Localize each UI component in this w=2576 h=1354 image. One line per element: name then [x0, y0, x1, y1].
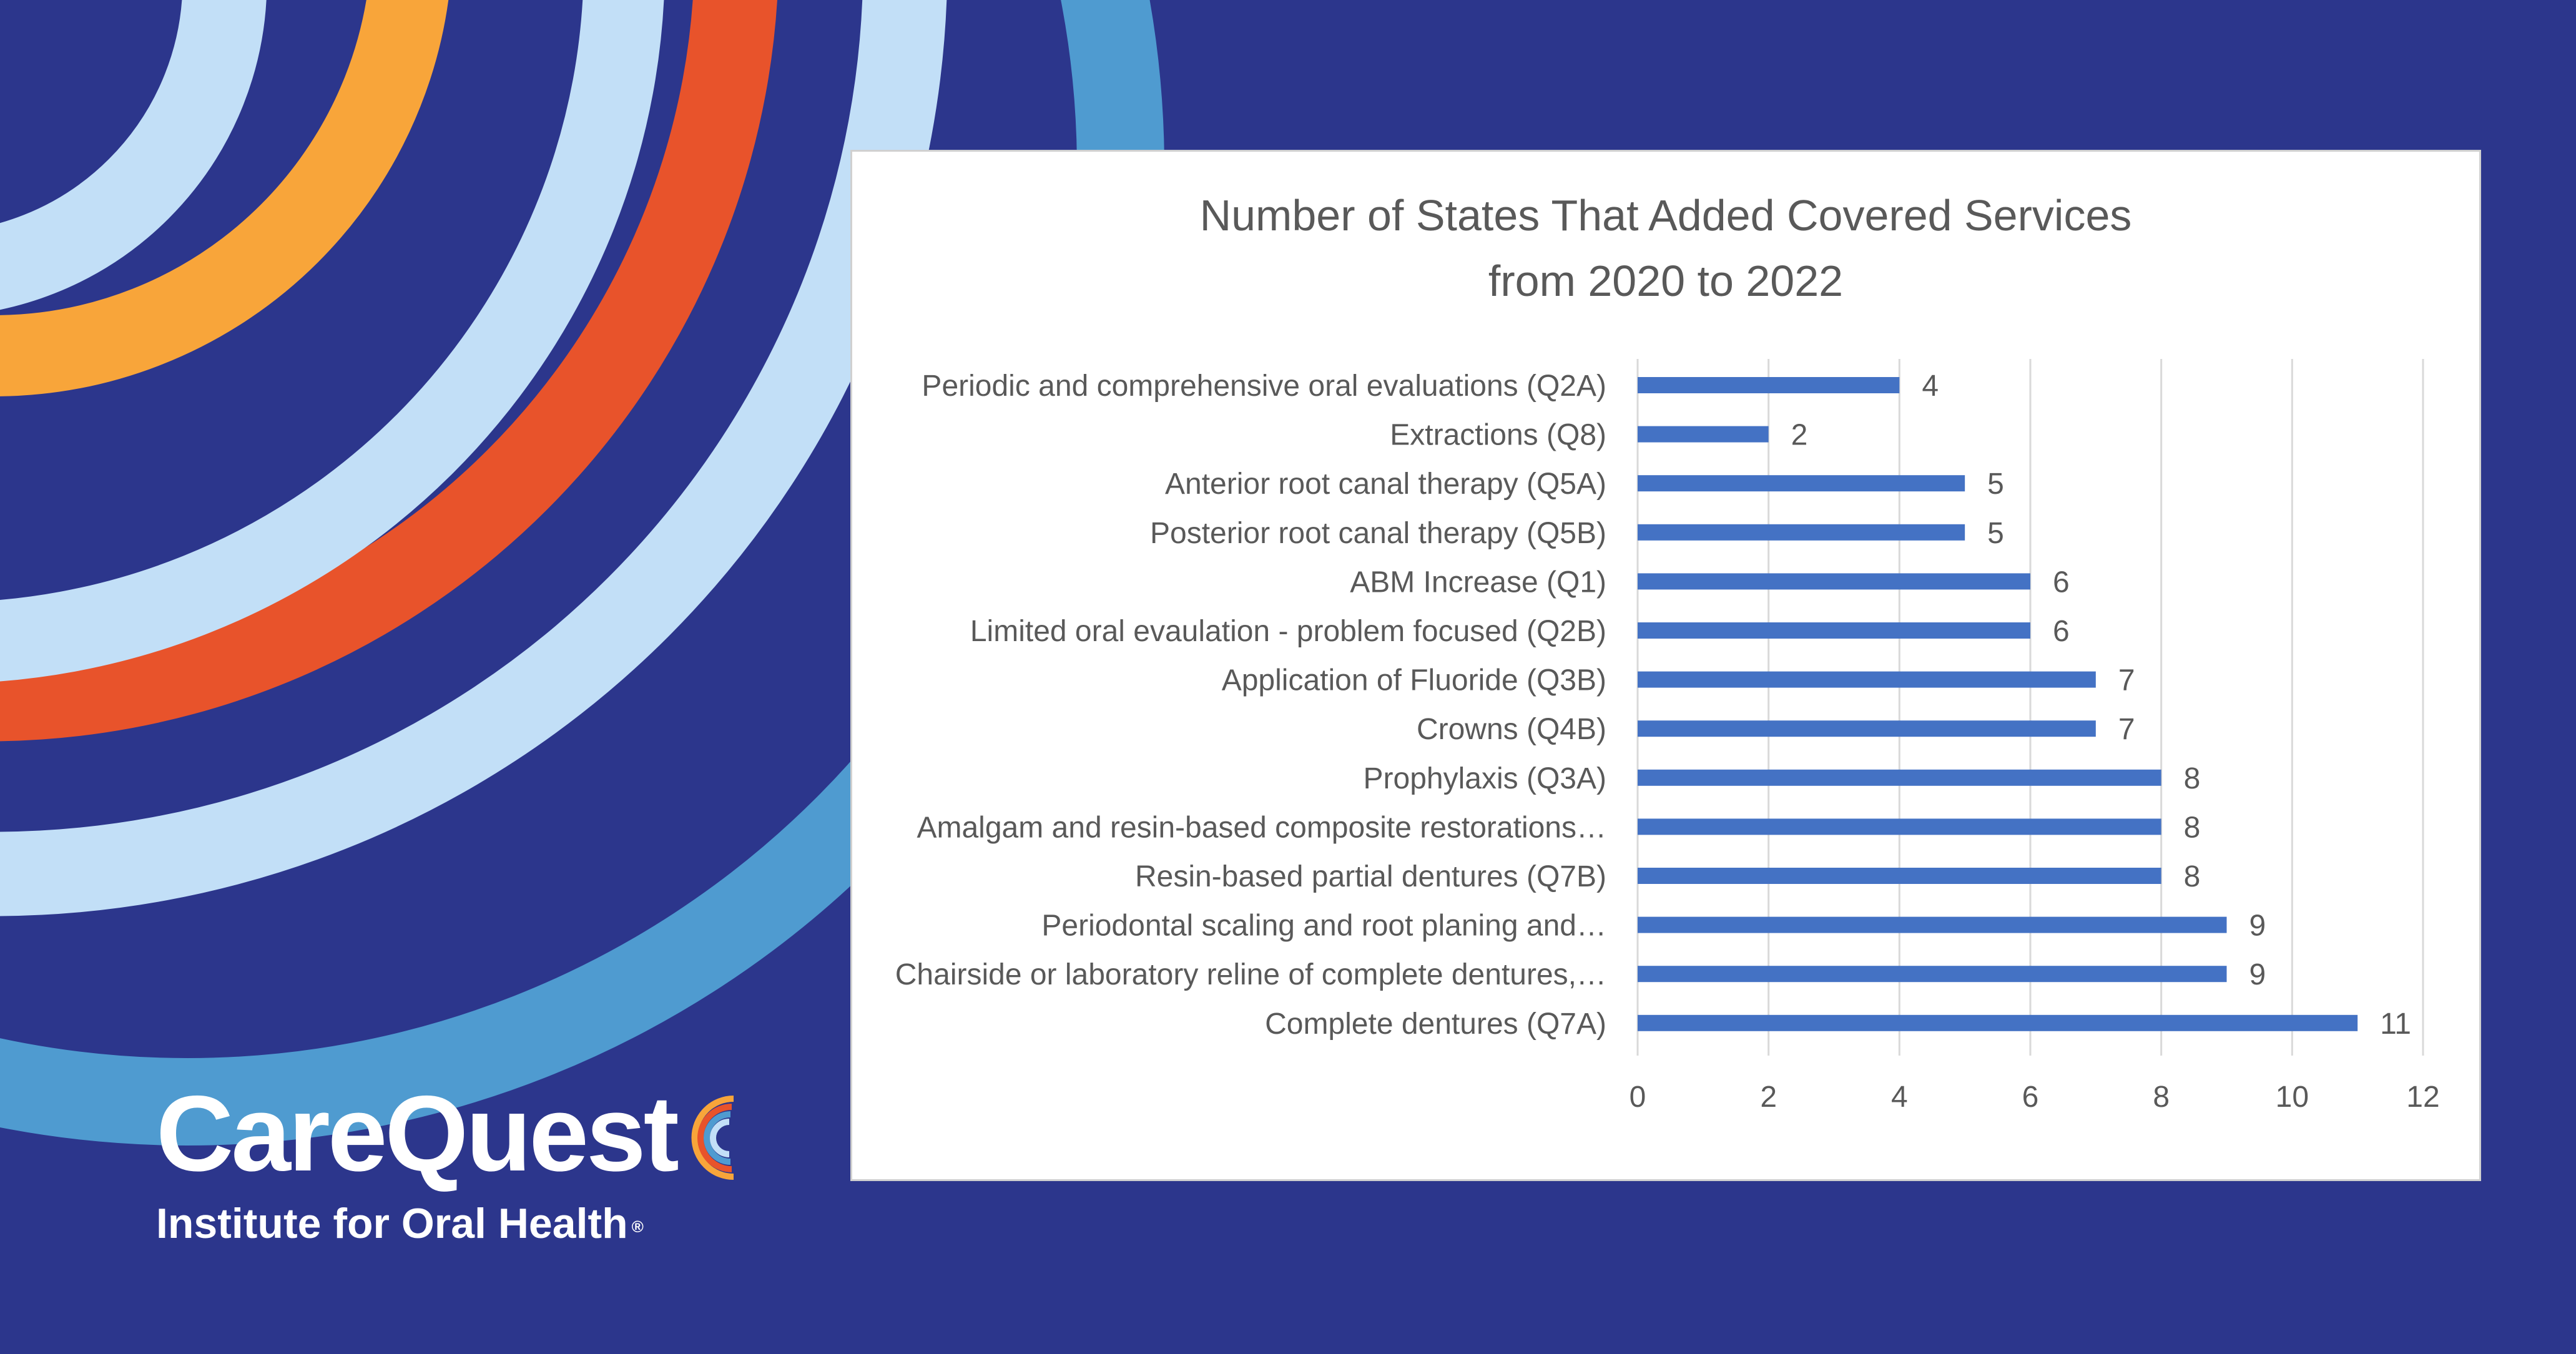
x-tick-label: 2 [1760, 1081, 1777, 1114]
category-label: Amalgam and resin-based composite restor… [917, 811, 1606, 844]
bar [1638, 377, 1900, 393]
bar [1638, 671, 2096, 688]
category-label: Periodic and comprehensive oral evaluati… [922, 370, 1606, 403]
brand-tagline: Institute for Oral Health ® [156, 1202, 677, 1245]
registered-mark: ® [631, 1217, 644, 1237]
bar [1638, 475, 1965, 492]
data-label: 7 [2118, 664, 2135, 697]
data-label: 8 [2184, 762, 2201, 795]
category-label: Periodontal scaling and root planing and… [1041, 910, 1606, 943]
bar-chart: 0 2 4 6 8 10 12 Periodic and comprehensive oral… [895, 359, 2440, 1114]
chart-title-line-2: from 2020 to 2022 [1488, 257, 1844, 305]
labels: 0 2 4 6 8 10 12 Periodic and comprehensive oral… [895, 370, 2440, 1114]
data-label: 5 [1987, 468, 2004, 501]
x-tick-label: 12 [2406, 1081, 2439, 1114]
bar [1638, 426, 1769, 443]
x-tick-label: 6 [2022, 1081, 2039, 1114]
bar [1638, 769, 2161, 786]
arc-light-blue-small [0, 0, 267, 310]
bars [1638, 377, 2358, 1031]
gridlines [1636, 359, 2424, 1056]
bar [1638, 720, 2096, 737]
data-label: 9 [2249, 958, 2266, 991]
chart-title-line-1: Number of States That Added Covered Serv… [1199, 191, 2132, 240]
bar [1638, 524, 1965, 541]
x-tick-label: 4 [1891, 1081, 1908, 1114]
category-label: Complete dentures (Q7A) [1265, 1008, 1606, 1041]
x-tick-label: 8 [2153, 1081, 2170, 1114]
data-label: 5 [1987, 517, 2004, 550]
brand-tagline-text: Institute for Oral Health [156, 1200, 628, 1247]
category-label: Posterior root canal therapy (Q5B) [1150, 517, 1606, 550]
bar [1638, 573, 2030, 590]
data-label: 8 [2184, 860, 2201, 893]
x-tick-label: 0 [1630, 1081, 1646, 1114]
category-label: Anterior root canal therapy (Q5A) [1165, 468, 1606, 501]
bar [1638, 622, 2030, 639]
bar [1638, 818, 2161, 835]
bar [1638, 966, 2227, 983]
chart-title: Number of States That Added Covered Serv… [852, 183, 2479, 314]
brand-logo: CareQuest Institute for Oral Health ® [156, 1074, 679, 1245]
data-label: 2 [1791, 419, 1808, 452]
x-tick-label: 10 [2276, 1081, 2309, 1114]
bar [1638, 1014, 2358, 1031]
chart-panel: Number of States That Added Covered Serv… [850, 150, 2481, 1181]
category-label: Limited oral evaulation - problem focuse… [970, 615, 1606, 648]
category-label: Extractions (Q8) [1390, 419, 1606, 452]
category-label: Chairside or laboratory reline of comple… [895, 958, 1606, 991]
brand-name: CareQuest [156, 1074, 679, 1194]
data-label: 8 [2184, 811, 2201, 844]
category-label: ABM Increase (Q1) [1350, 566, 1606, 599]
category-label: Crowns (Q4B) [1417, 713, 1606, 746]
category-label: Resin-based partial dentures (Q7B) [1135, 860, 1606, 893]
data-label: 4 [1922, 370, 1939, 403]
category-label: Prophylaxis (Q3A) [1364, 762, 1606, 795]
data-label: 7 [2118, 713, 2135, 746]
data-label: 6 [2053, 566, 2070, 599]
data-label: 6 [2053, 615, 2070, 648]
category-label: Application of Fluoride (Q3B) [1222, 664, 1606, 697]
logo-rings-icon [691, 1096, 734, 1180]
bar [1638, 868, 2161, 884]
bar [1638, 916, 2227, 933]
data-label: 9 [2249, 910, 2266, 943]
data-label: 11 [2380, 1008, 2411, 1041]
